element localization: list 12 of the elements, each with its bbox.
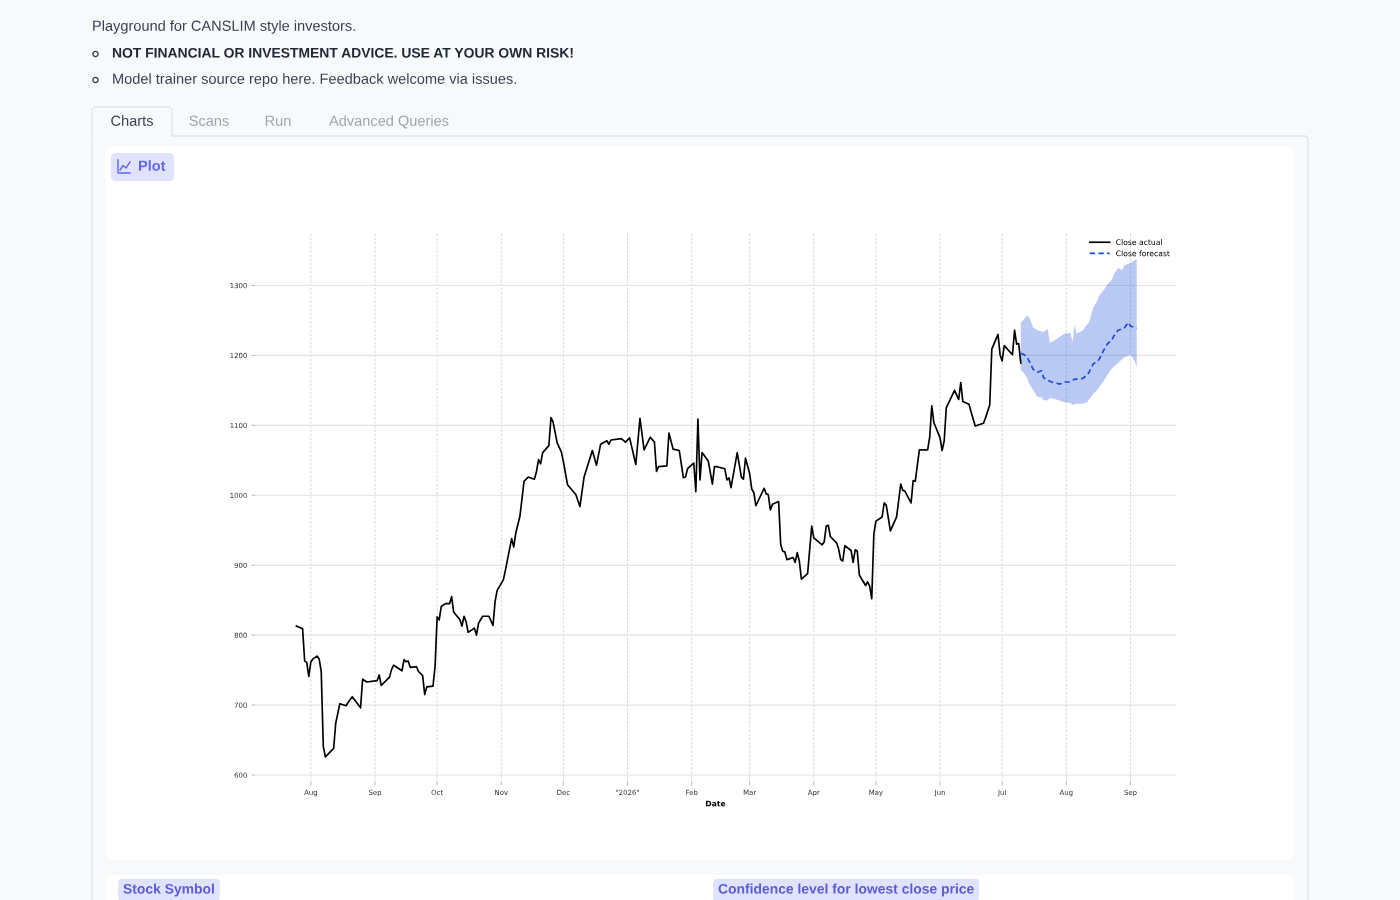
text: Charts bbox=[111, 115, 153, 126]
text: Playground for CANSLIM style investors. bbox=[93, 20, 355, 34]
text: Scans bbox=[189, 115, 229, 126]
text: Confidence level for lowest close price bbox=[718, 883, 974, 897]
line-series bbox=[295, 329, 1022, 758]
text: Stock Symbol bbox=[123, 883, 214, 897]
text: Run bbox=[265, 115, 291, 126]
text: Model trainer source repo here. Feedback welcome via issues. bbox=[113, 73, 516, 87]
text: Advanced Queries bbox=[329, 115, 449, 129]
text: Plot bbox=[138, 160, 166, 171]
text: NOT FINANCIAL OR INVESTMENT ADVICE. USE AT YOUR OWN RISK! bbox=[112, 47, 573, 58]
line-series bbox=[1019, 321, 1138, 385]
